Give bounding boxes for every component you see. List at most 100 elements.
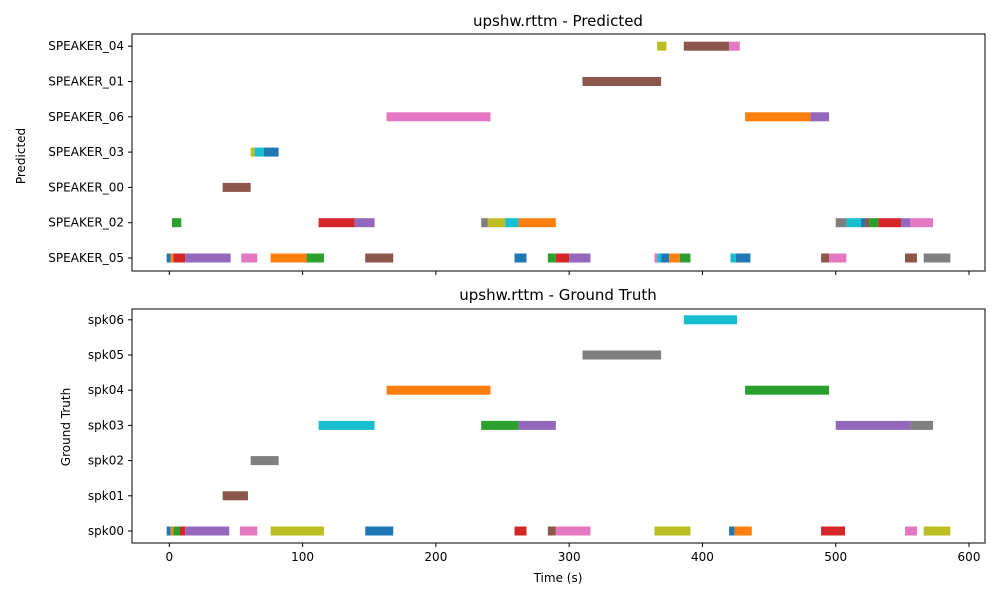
ground-truth-title: upshw.rttm - Ground Truth bbox=[459, 286, 656, 304]
predicted-segment-bar bbox=[318, 218, 355, 228]
ground-truth-segment-bar bbox=[365, 526, 394, 536]
predicted-segment-bar bbox=[514, 253, 527, 263]
predicted-segment-bar bbox=[254, 147, 264, 157]
ground-truth-segment-bar bbox=[318, 420, 375, 430]
ground-truth-ytick-label: spk04 bbox=[88, 383, 124, 397]
predicted-panel: upshw.rttm - Predicted Predicted SPEAKER… bbox=[14, 12, 986, 275]
ground-truth-segment-bar bbox=[250, 456, 279, 466]
ground-truth-ytick-label: spk05 bbox=[88, 348, 124, 362]
predicted-segment-bar bbox=[365, 253, 394, 263]
ground-truth-segment-bar bbox=[386, 385, 491, 395]
ground-truth-segment-bar bbox=[270, 526, 324, 536]
ground-truth-xtick-label: 300 bbox=[558, 550, 581, 564]
predicted-ytick-label: SPEAKER_04 bbox=[48, 39, 124, 53]
predicted-segment-bar bbox=[166, 253, 171, 263]
predicted-segment-bar bbox=[657, 41, 667, 51]
predicted-segment-bar bbox=[735, 253, 751, 263]
predicted-segment-bar bbox=[861, 218, 866, 228]
ground-truth-segment-bar bbox=[555, 526, 591, 536]
predicted-segment-bar bbox=[657, 253, 662, 263]
ground-truth-ytick-label: spk00 bbox=[88, 524, 124, 538]
predicted-ytick-label: SPEAKER_05 bbox=[48, 251, 124, 265]
ground-truth-segment-bar bbox=[481, 420, 519, 430]
predicted-segment-bar bbox=[222, 182, 251, 192]
predicted-segment-bar bbox=[835, 218, 847, 228]
ground-truth-segment-bar bbox=[173, 526, 180, 536]
predicted-ylabel: Predicted bbox=[14, 128, 28, 184]
ground-truth-segment-bar bbox=[835, 420, 911, 430]
predicted-segment-bar bbox=[729, 41, 740, 51]
predicted-segment-bar bbox=[263, 147, 279, 157]
ground-truth-xtick-label: 100 bbox=[291, 550, 314, 564]
predicted-ytick-label: SPEAKER_06 bbox=[48, 110, 124, 124]
ground-truth-ytick-label: spk01 bbox=[88, 489, 124, 503]
ground-truth-segment-bar bbox=[239, 526, 258, 536]
predicted-segment-bar bbox=[679, 253, 691, 263]
ground-truth-segment-bar bbox=[547, 526, 556, 536]
ground-truth-segment-bar bbox=[729, 526, 735, 536]
predicted-segment-bar bbox=[173, 253, 186, 263]
ground-truth-segment-bar bbox=[170, 526, 174, 536]
ground-truth-segment-bar bbox=[654, 526, 691, 536]
predicted-segment-bar bbox=[569, 253, 591, 263]
predicted-segment-bar bbox=[730, 253, 736, 263]
ground-truth-ylabel: Ground Truth bbox=[59, 388, 73, 466]
predicted-segment-bar bbox=[555, 253, 570, 263]
ground-truth-segment-bar bbox=[582, 350, 662, 360]
predicted-segment-bar bbox=[745, 112, 811, 122]
predicted-segment-bar bbox=[878, 218, 902, 228]
predicted-segment-bar bbox=[661, 253, 670, 263]
ground-truth-segment-bar bbox=[179, 526, 186, 536]
predicted-segment-bar bbox=[505, 218, 519, 228]
ground-truth-xtick-label: 0 bbox=[165, 550, 173, 564]
predicted-title: upshw.rttm - Predicted bbox=[473, 12, 643, 30]
predicted-segment-bar bbox=[821, 253, 830, 263]
predicted-segment-bar bbox=[250, 147, 255, 157]
ground-truth-segment-bar bbox=[745, 385, 830, 395]
predicted-segment-bar bbox=[923, 253, 951, 263]
predicted-segment-bar bbox=[354, 218, 375, 228]
predicted-segment-bar bbox=[171, 218, 182, 228]
ground-truth-segment-bar bbox=[185, 526, 230, 536]
predicted-segment-bar bbox=[869, 218, 879, 228]
predicted-segment-bar bbox=[910, 218, 934, 228]
ground-truth-xtick-label: 400 bbox=[691, 550, 714, 564]
predicted-segment-bar bbox=[810, 112, 830, 122]
ground-truth-segment-bar bbox=[821, 526, 846, 536]
x-axis-label: Time (s) bbox=[533, 571, 583, 585]
predicted-segment-bar bbox=[481, 218, 488, 228]
ground-truth-panel: upshw.rttm - Ground Truth Ground Truth T… bbox=[59, 286, 986, 585]
predicted-segment-bar bbox=[865, 218, 870, 228]
predicted-segment-bar bbox=[547, 253, 556, 263]
predicted-ytick-label: SPEAKER_00 bbox=[48, 180, 124, 194]
predicted-segment-bar bbox=[683, 41, 730, 51]
ground-truth-segment-bar bbox=[734, 526, 752, 536]
ground-truth-axes-frame bbox=[131, 308, 986, 544]
predicted-segment-bar bbox=[518, 218, 556, 228]
ground-truth-segment-bar bbox=[518, 420, 556, 430]
predicted-segment-bar bbox=[270, 253, 307, 263]
predicted-ytick-label: SPEAKER_02 bbox=[48, 216, 124, 230]
predicted-segment-bar bbox=[654, 253, 658, 263]
ground-truth-segment-bar bbox=[514, 526, 527, 536]
ground-truth-segment-bar bbox=[905, 526, 918, 536]
ground-truth-segment-bar bbox=[683, 315, 738, 325]
predicted-segment-bar bbox=[185, 253, 231, 263]
ground-truth-segment-bar bbox=[222, 491, 248, 501]
predicted-segment-bar bbox=[306, 253, 324, 263]
ground-truth-ytick-label: spk03 bbox=[88, 418, 124, 432]
predicted-segment-bar bbox=[829, 253, 847, 263]
predicted-segment-bar bbox=[901, 218, 911, 228]
predicted-segment-bar bbox=[905, 253, 918, 263]
predicted-segment-bar bbox=[241, 253, 258, 263]
predicted-segment-bar bbox=[582, 77, 662, 86]
predicted-ytick-label: SPEAKER_01 bbox=[48, 75, 124, 89]
ground-truth-xtick-label: 600 bbox=[958, 550, 981, 564]
predicted-segment-bar bbox=[669, 253, 680, 263]
ground-truth-ytick-label: spk02 bbox=[88, 454, 124, 468]
ground-truth-xtick-label: 200 bbox=[424, 550, 447, 564]
ground-truth-ytick-label: spk06 bbox=[88, 313, 124, 327]
predicted-segment-bar bbox=[386, 112, 491, 122]
ground-truth-xtick-label: 500 bbox=[824, 550, 847, 564]
